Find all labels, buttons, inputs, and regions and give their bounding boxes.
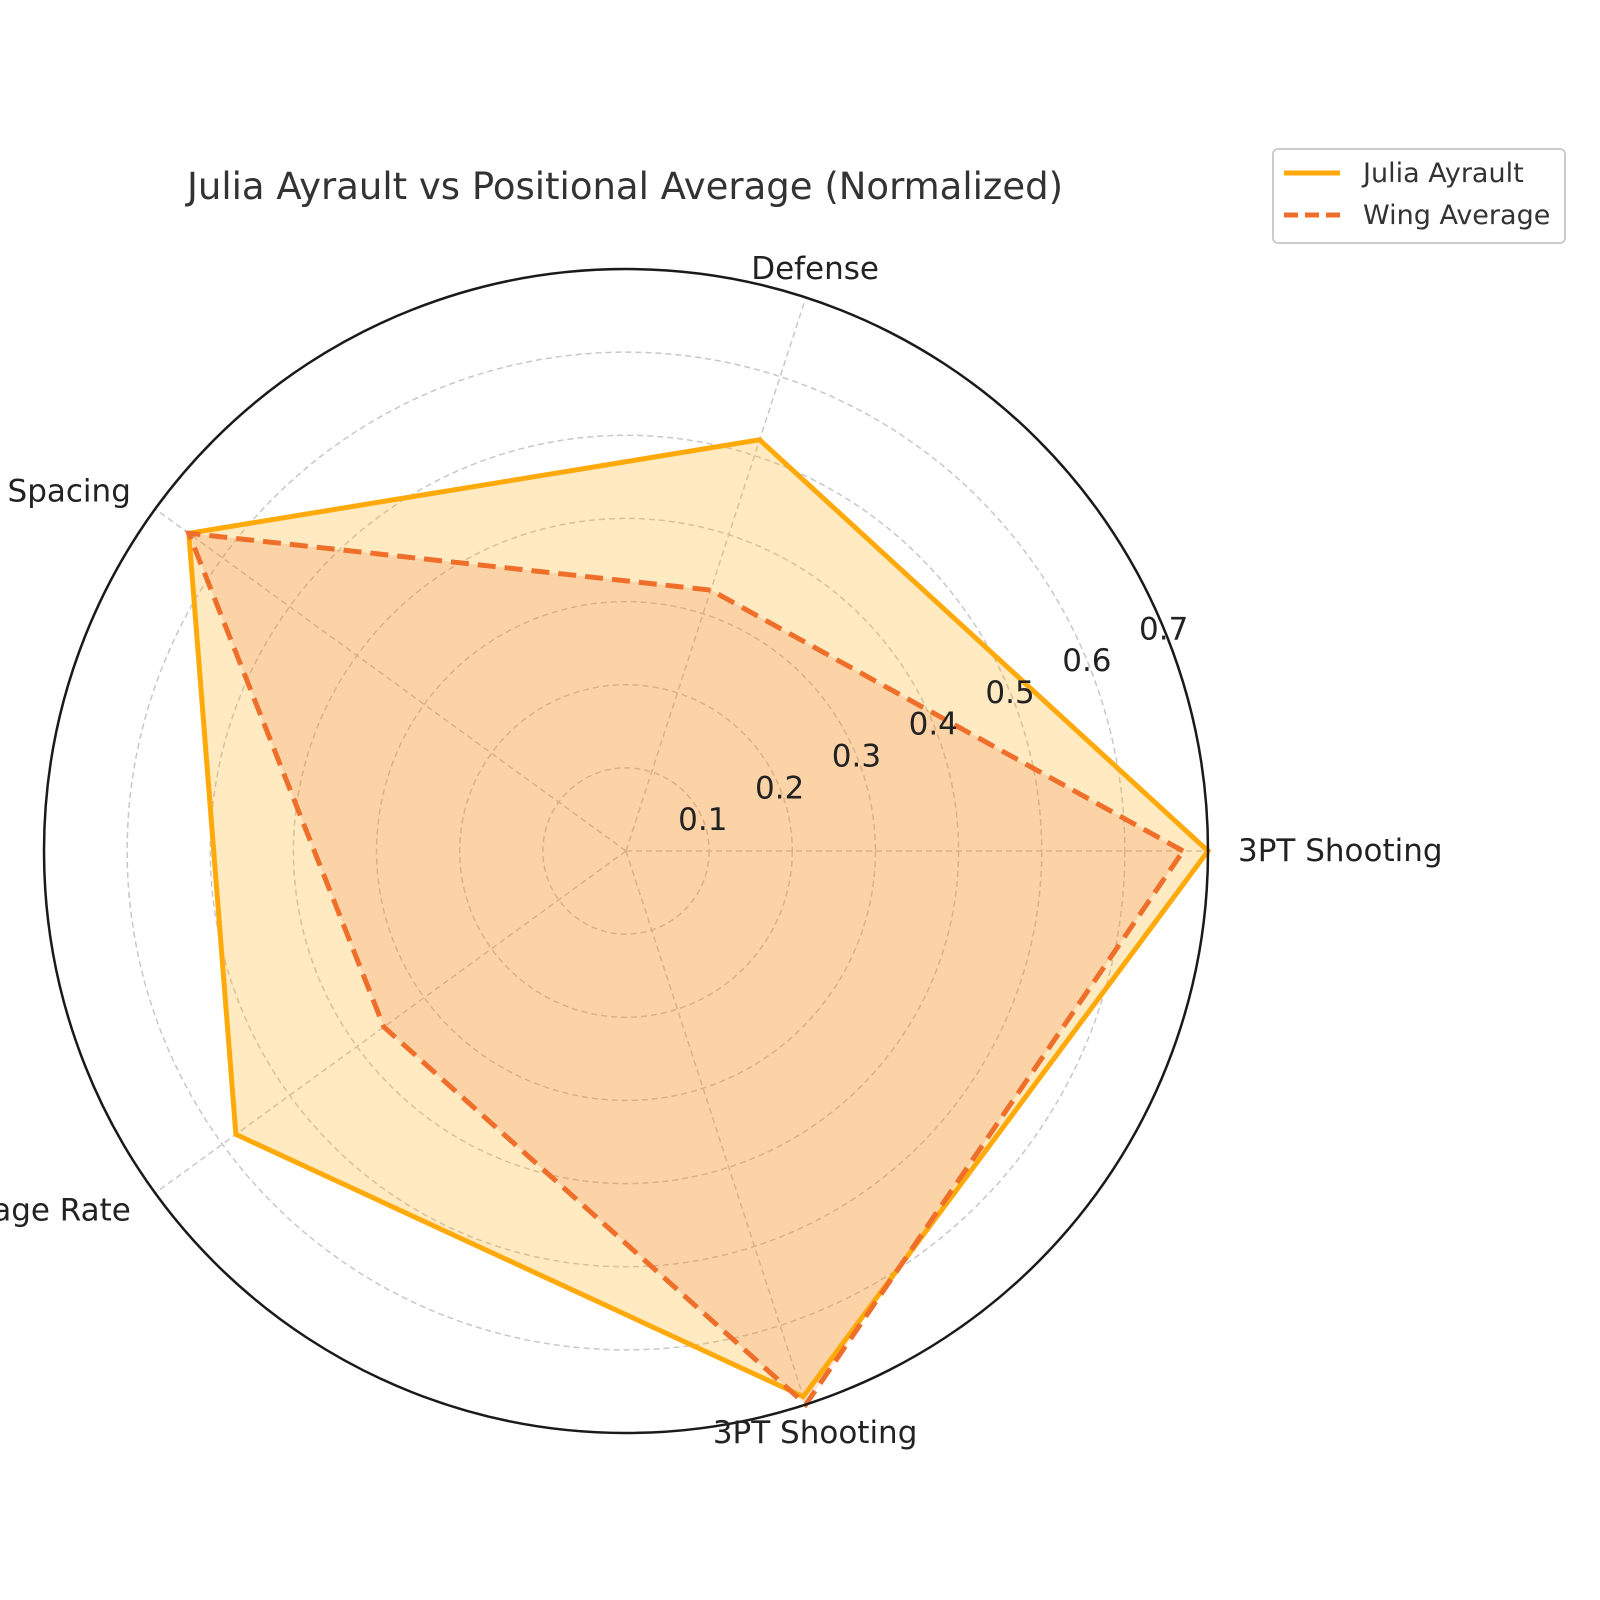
legend: Julia Ayrault Wing Average	[1272, 148, 1566, 244]
chart-title: Julia Ayrault vs Positional Average (Nor…	[185, 165, 1063, 208]
r-tick-label: 0.5	[985, 675, 1034, 711]
r-tick-label: 0.6	[1062, 643, 1111, 679]
r-tick-label: 0.3	[832, 739, 881, 775]
grid-ring	[126, 351, 1126, 1351]
radial-tick-labels: 0.1 0.2 0.3 0.4 0.5 0.6 0.7	[678, 611, 1188, 838]
axis-label-spacing: Spacing	[8, 473, 131, 509]
r-tick-label: 0.7	[1139, 611, 1188, 647]
grid-ring	[458, 683, 794, 1019]
series-line-wing-average	[184, 530, 1187, 1409]
series-fill-wing-average	[188, 533, 1184, 1405]
r-tick-label: 0.1	[678, 802, 727, 838]
legend-label-wing-average: Wing Average	[1363, 200, 1550, 231]
series-fills	[188, 439, 1209, 1405]
outer-circle	[42, 267, 1210, 1435]
outer-frame	[42, 267, 1210, 1435]
grid-spoke	[154, 508, 627, 852]
legend-label-julia-ayrault: Julia Ayrault	[1361, 158, 1524, 189]
series-fill-julia-ayrault	[188, 439, 1209, 1397]
grid-spoke	[625, 297, 807, 852]
legend-frame	[1272, 148, 1566, 244]
axis-label-3pt-shooting: 3PT Shooting	[1238, 833, 1443, 869]
grid-spoke	[625, 850, 807, 1405]
axis-label-3pt-shooting: 3PT Shooting	[713, 1415, 918, 1451]
axis-label-defense: Defense	[751, 251, 879, 287]
r-tick-label: 0.4	[909, 707, 958, 743]
grid-ring	[375, 600, 877, 1102]
radial-grid	[43, 268, 1209, 1434]
series-lines	[184, 437, 1212, 1409]
axis-label-usage-rate: Usage Rate	[0, 1193, 131, 1229]
r-tick-label: 0.2	[755, 770, 804, 806]
category-labels: 3PT Shooting Defense Spacing Usage Rate 3PT …	[0, 251, 1443, 1451]
